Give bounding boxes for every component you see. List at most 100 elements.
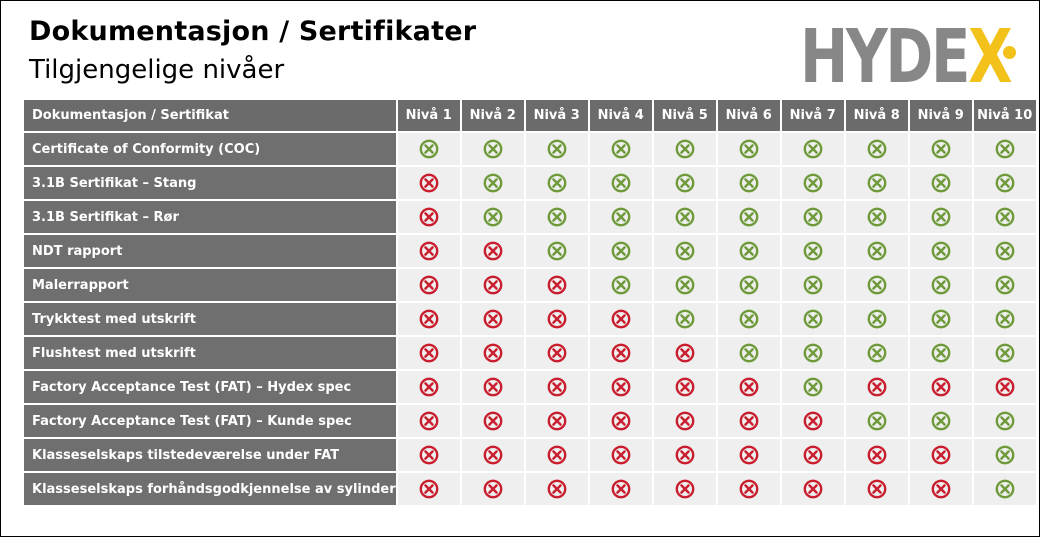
level-cell	[973, 269, 1036, 301]
level-cell	[909, 473, 972, 505]
available-icon	[739, 207, 759, 227]
level-cell	[717, 269, 780, 301]
level-cell	[525, 337, 588, 369]
unavailable-icon	[739, 479, 759, 499]
available-icon	[611, 207, 631, 227]
unavailable-icon	[611, 343, 631, 363]
level-cell	[589, 405, 652, 437]
level-cell	[973, 371, 1036, 403]
column-header-level-1: Nivå 1	[397, 100, 460, 131]
unavailable-icon	[419, 343, 439, 363]
level-cell	[525, 405, 588, 437]
column-header-document: Dokumentasjon / Sertifikat	[24, 100, 396, 131]
level-cell	[909, 303, 972, 335]
level-cell	[525, 473, 588, 505]
available-icon	[867, 173, 887, 193]
unavailable-icon	[483, 309, 503, 329]
level-cell	[717, 405, 780, 437]
table-row: Malerrapport	[24, 269, 1036, 301]
row-label: Trykktest med utskrift	[24, 303, 396, 335]
row-label: Malerrapport	[24, 269, 396, 301]
unavailable-icon	[931, 377, 951, 397]
level-cell	[589, 303, 652, 335]
level-cell	[589, 167, 652, 199]
level-cell	[397, 269, 460, 301]
level-cell	[909, 167, 972, 199]
available-icon	[611, 275, 631, 295]
level-cell	[461, 473, 524, 505]
available-icon	[931, 343, 951, 363]
level-cell	[717, 473, 780, 505]
level-cell	[781, 337, 844, 369]
available-icon	[995, 343, 1015, 363]
unavailable-icon	[483, 445, 503, 465]
level-cell	[717, 235, 780, 267]
unavailable-icon	[547, 445, 567, 465]
unavailable-icon	[547, 479, 567, 499]
level-cell	[397, 473, 460, 505]
table-row: Flushtest med utskrift	[24, 337, 1036, 369]
unavailable-icon	[739, 377, 759, 397]
logo-text-main: HYDE	[800, 14, 970, 100]
level-cell	[461, 133, 524, 165]
available-icon	[995, 479, 1015, 499]
level-cell	[461, 371, 524, 403]
available-icon	[931, 411, 951, 431]
level-cell	[973, 303, 1036, 335]
available-icon	[803, 139, 823, 159]
level-cell	[845, 133, 908, 165]
level-cell	[653, 371, 716, 403]
level-cell	[973, 405, 1036, 437]
unavailable-icon	[867, 479, 887, 499]
available-icon	[547, 241, 567, 261]
unavailable-icon	[803, 411, 823, 431]
column-header-level-4: Nivå 4	[589, 100, 652, 131]
available-icon	[483, 139, 503, 159]
available-icon	[803, 241, 823, 261]
level-cell	[973, 337, 1036, 369]
level-cell	[653, 405, 716, 437]
level-cell	[909, 133, 972, 165]
unavailable-icon	[867, 445, 887, 465]
level-cell	[525, 371, 588, 403]
level-cell	[461, 235, 524, 267]
table-row: Trykktest med utskrift	[24, 303, 1036, 335]
unavailable-icon	[419, 479, 439, 499]
available-icon	[739, 275, 759, 295]
level-cell	[653, 201, 716, 233]
unavailable-icon	[419, 377, 439, 397]
unavailable-icon	[611, 411, 631, 431]
unavailable-icon	[611, 309, 631, 329]
level-cell	[525, 269, 588, 301]
level-cell	[909, 439, 972, 471]
level-cell	[909, 201, 972, 233]
unavailable-icon	[547, 343, 567, 363]
level-cell	[717, 439, 780, 471]
level-cell	[973, 167, 1036, 199]
level-cell	[525, 167, 588, 199]
level-cell	[461, 303, 524, 335]
unavailable-icon	[675, 343, 695, 363]
unavailable-icon	[419, 411, 439, 431]
unavailable-icon	[611, 377, 631, 397]
level-cell	[781, 473, 844, 505]
table-row: Certificate of Conformity (COC)	[24, 133, 1036, 165]
available-icon	[739, 139, 759, 159]
available-icon	[867, 411, 887, 431]
level-cell	[845, 201, 908, 233]
level-cell	[653, 269, 716, 301]
logo-dot	[1003, 46, 1016, 59]
available-icon	[675, 275, 695, 295]
available-icon	[803, 173, 823, 193]
level-cell	[653, 439, 716, 471]
unavailable-icon	[995, 377, 1015, 397]
level-cell	[525, 235, 588, 267]
row-label: Factory Acceptance Test (FAT) – Kunde sp…	[24, 405, 396, 437]
available-icon	[995, 207, 1015, 227]
level-cell	[589, 235, 652, 267]
available-icon	[867, 343, 887, 363]
table-row: NDT rapport	[24, 235, 1036, 267]
available-icon	[931, 207, 951, 227]
level-cell	[461, 167, 524, 199]
